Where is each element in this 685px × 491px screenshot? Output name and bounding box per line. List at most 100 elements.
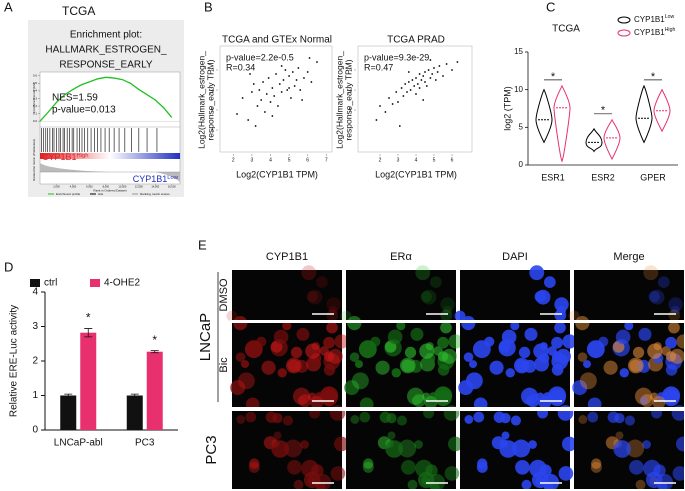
- cell: [359, 411, 371, 423]
- scatter-frame: [357, 45, 473, 153]
- cell: [634, 387, 653, 405]
- cell: [473, 411, 485, 423]
- cell: [626, 439, 645, 458]
- cell: [407, 479, 418, 490]
- point: [236, 113, 238, 115]
- x-tick-label: ESR1: [541, 172, 565, 182]
- point: [402, 95, 405, 97]
- point: [398, 125, 401, 127]
- legend-swatch: [30, 279, 40, 287]
- point: [249, 73, 251, 75]
- cell: [333, 436, 349, 452]
- point: [416, 83, 419, 85]
- point: [277, 105, 279, 107]
- point: [241, 97, 244, 99]
- point: [288, 75, 290, 77]
- cell: [520, 387, 539, 405]
- point: [280, 91, 283, 93]
- violin: [585, 127, 603, 153]
- point: [434, 79, 437, 81]
- cell: [615, 431, 624, 440]
- x-axis-label: Rank in Ordered Dataset: [93, 188, 126, 192]
- point: [418, 73, 421, 75]
- cell: [236, 415, 246, 424]
- x-tick-label: 2: [232, 157, 235, 163]
- point: [256, 105, 259, 107]
- x-tick-label: 8,000: [103, 185, 110, 189]
- cell: [347, 316, 362, 331]
- point: [316, 61, 318, 63]
- cell: [284, 439, 303, 458]
- cell: [307, 289, 323, 305]
- chart-title: TCGA: [552, 24, 580, 35]
- point: [271, 115, 274, 117]
- point: [406, 91, 408, 93]
- y-tick-label: 1: [211, 127, 214, 133]
- cell: [638, 327, 652, 341]
- cell: [648, 290, 660, 303]
- y-tick-label: 0.6: [33, 74, 38, 78]
- cell: [424, 396, 438, 409]
- cell: [305, 343, 321, 359]
- cell: [649, 392, 659, 402]
- legend-label-text: CYP1B1: [634, 28, 665, 37]
- cell: [410, 327, 424, 341]
- cell: [344, 380, 360, 396]
- x-tick-label: 4: [269, 157, 272, 163]
- legend-label: ctrl: [44, 278, 57, 289]
- cell: [334, 334, 349, 349]
- x-tick-label: LNCaP-abl: [54, 438, 103, 449]
- cell: [461, 316, 476, 331]
- cell: [665, 351, 677, 362]
- cell: [245, 411, 257, 423]
- cell: [512, 439, 531, 458]
- cell: [285, 357, 302, 374]
- point: [397, 101, 399, 103]
- cell: [627, 357, 644, 374]
- significance: *: [86, 311, 91, 325]
- cell: [391, 368, 401, 378]
- cell: [652, 396, 666, 409]
- micrograph: [346, 270, 456, 320]
- y-tick-label: 0: [32, 425, 38, 436]
- point: [422, 75, 425, 77]
- cell: [375, 360, 390, 375]
- gap: [230, 320, 685, 323]
- cell: [518, 346, 531, 359]
- legend-swatch: [617, 29, 631, 37]
- row-label: DMSO: [218, 278, 230, 311]
- cell: [328, 305, 339, 315]
- point: [407, 81, 410, 83]
- heading: TCGA: [62, 4, 95, 18]
- cell: [387, 329, 403, 345]
- scatter-frame: [219, 45, 333, 153]
- cell: [330, 466, 346, 481]
- point: [433, 67, 435, 69]
- cell: [639, 396, 649, 405]
- y-tick-label: 0.4: [33, 89, 38, 93]
- significance: *: [551, 71, 556, 83]
- y-tick-label: 15: [514, 47, 523, 56]
- point: [407, 71, 410, 73]
- cell: [290, 346, 303, 359]
- cell: [440, 321, 452, 334]
- significance: *: [651, 71, 656, 83]
- x-tick-label: 6: [451, 157, 454, 163]
- point: [379, 105, 381, 107]
- cell: [524, 327, 538, 341]
- y-tick-label: 3: [349, 87, 352, 93]
- cell: [300, 440, 309, 449]
- cell: [387, 431, 396, 440]
- cell: [477, 458, 488, 469]
- y2-axis-label: Ranked list metric (PreRanked): [32, 139, 36, 181]
- point: [409, 89, 412, 91]
- es-curve: [39, 76, 173, 122]
- cell: [434, 386, 453, 405]
- chart-title: RESPONSE_EARLY: [59, 60, 153, 71]
- cell: [647, 343, 663, 359]
- y-tick-label: 1: [32, 390, 38, 401]
- row-label: Bic: [218, 357, 230, 373]
- point: [404, 83, 407, 85]
- cell: [306, 290, 318, 303]
- cell: [587, 411, 599, 423]
